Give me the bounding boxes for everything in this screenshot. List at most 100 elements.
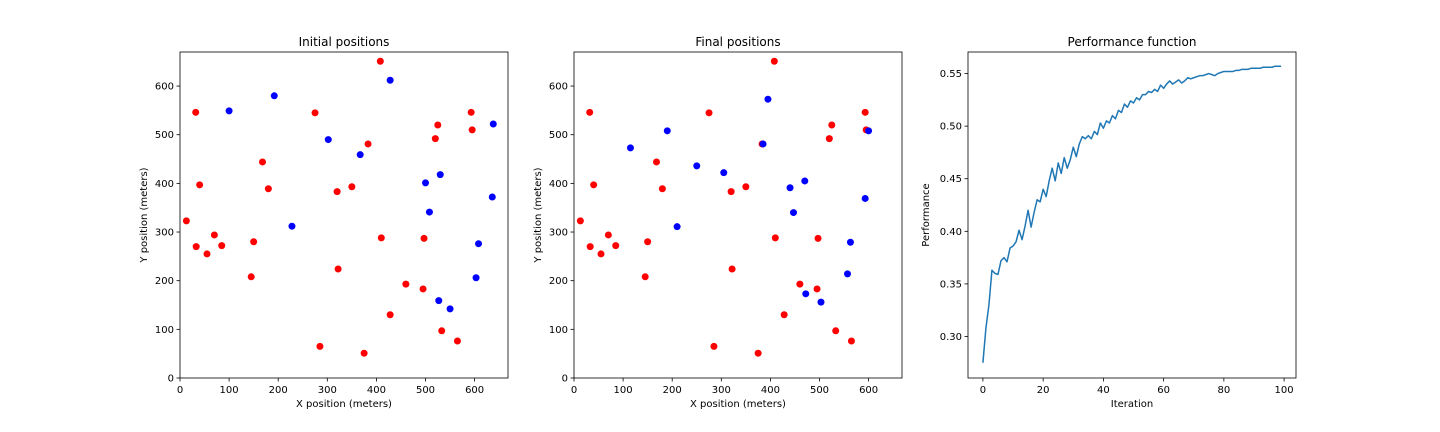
performance-xtick-label: 40 xyxy=(1097,385,1110,396)
initial-point-red-28 xyxy=(467,108,475,116)
final-xtick-label: 0 xyxy=(571,385,577,396)
final-point-blue-9 xyxy=(801,177,809,185)
final-xtick-label: 200 xyxy=(663,385,682,396)
final-point-red-18 xyxy=(770,57,778,65)
initial-point-red-20 xyxy=(386,311,394,319)
performance-xtick-label: 100 xyxy=(1275,385,1294,396)
final-point-red-26 xyxy=(832,327,840,335)
initial-x-axis-label: X position (meters) xyxy=(296,399,392,410)
final-point-red-15 xyxy=(742,183,750,191)
initial-point-red-8 xyxy=(250,238,258,246)
final-point-red-25 xyxy=(828,121,836,129)
initial-point-blue-0 xyxy=(225,107,233,115)
final-point-red-10 xyxy=(658,185,666,193)
initial-ytick-label: 200 xyxy=(155,276,174,287)
initial-point-blue-4 xyxy=(356,151,364,159)
final-point-blue-2 xyxy=(673,223,681,231)
initial-xtick-label: 500 xyxy=(416,385,435,396)
initial-point-red-29 xyxy=(468,126,476,134)
initial-ytick-label: 600 xyxy=(155,82,174,93)
initial-point-red-11 xyxy=(311,109,319,117)
initial-xtick-label: 0 xyxy=(177,385,183,396)
initial-point-red-14 xyxy=(334,265,342,273)
initial-point-blue-1 xyxy=(270,92,278,100)
initial-point-red-26 xyxy=(438,327,446,335)
initial-ytick-label: 0 xyxy=(168,374,174,385)
final-ytick-label: 200 xyxy=(549,276,568,287)
final-point-blue-7 xyxy=(786,184,794,192)
final-point-red-20 xyxy=(780,311,788,319)
final-point-red-0 xyxy=(576,217,584,225)
performance-axes-frame xyxy=(967,51,1297,379)
initial-y-axis-label: Y position (meters) xyxy=(139,167,150,263)
final-ytick-label: 300 xyxy=(549,228,568,239)
initial-point-blue-8 xyxy=(435,297,443,305)
initial-ytick-label: 400 xyxy=(155,179,174,190)
final-point-red-9 xyxy=(652,158,660,166)
final-point-blue-4 xyxy=(720,169,728,177)
initial-xtick-label: 400 xyxy=(367,385,386,396)
initial-point-red-3 xyxy=(196,181,204,189)
final-xtick-label: 300 xyxy=(712,385,731,396)
initial-xtick-label: 200 xyxy=(269,385,288,396)
final-point-red-13 xyxy=(727,188,735,196)
initial-point-red-23 xyxy=(420,234,428,242)
performance-ytick-label: 0.45 xyxy=(940,174,962,185)
performance-ytick-label: 0.50 xyxy=(940,122,962,133)
final-axes-frame xyxy=(573,51,903,379)
final-point-red-7 xyxy=(641,273,649,281)
initial-point-red-9 xyxy=(258,158,266,166)
initial-point-blue-13 xyxy=(488,193,496,201)
final-point-blue-12 xyxy=(844,270,851,278)
initial-point-red-5 xyxy=(210,231,218,239)
final-x-axis-label: X position (meters) xyxy=(690,399,786,410)
initial-positions-chart: 0 100 200 300 400 500 600 0 100 200 300 400 500 600 In… xyxy=(139,35,509,410)
final-xtick-label: 100 xyxy=(614,385,633,396)
initial-point-blue-3 xyxy=(324,136,332,144)
final-point-red-2 xyxy=(586,243,594,251)
initial-point-red-17 xyxy=(364,140,372,148)
final-point-red-16 xyxy=(754,349,762,357)
final-ytick-label: 400 xyxy=(549,179,568,190)
final-point-red-11 xyxy=(705,109,713,117)
initial-point-red-19 xyxy=(377,234,385,242)
final-y-axis-label: Y position (meters) xyxy=(533,167,544,263)
final-point-blue-3 xyxy=(693,162,701,170)
final-point-red-23 xyxy=(814,234,822,242)
initial-point-blue-7 xyxy=(425,208,433,216)
initial-point-blue-10 xyxy=(446,305,454,313)
initial-ytick-label: 500 xyxy=(155,130,174,141)
initial-ytick-label: 100 xyxy=(155,325,174,336)
final-point-blue-15 xyxy=(865,127,873,135)
performance-y-axis-label: Performance xyxy=(921,183,932,246)
initial-point-red-1 xyxy=(192,108,200,116)
initial-point-red-2 xyxy=(192,243,200,251)
final-point-red-19 xyxy=(771,234,779,242)
final-point-red-21 xyxy=(796,280,804,288)
initial-axes-frame xyxy=(179,51,509,379)
final-ytick-label: 600 xyxy=(549,82,568,93)
final-point-blue-13 xyxy=(846,238,854,246)
performance-x-axis-label: Iteration xyxy=(1111,399,1153,410)
final-point-red-6 xyxy=(612,242,620,250)
initial-point-red-0 xyxy=(182,217,190,225)
initial-chart-title: Initial positions xyxy=(299,35,390,49)
initial-point-red-22 xyxy=(419,285,427,293)
final-point-blue-5 xyxy=(759,140,767,148)
final-xtick-label: 500 xyxy=(810,385,829,396)
initial-point-red-10 xyxy=(264,185,272,193)
final-point-red-5 xyxy=(604,231,612,239)
performance-xtick-label: 80 xyxy=(1217,385,1230,396)
final-point-blue-8 xyxy=(789,209,797,217)
initial-point-red-13 xyxy=(333,188,341,196)
initial-xtick-label: 300 xyxy=(318,385,337,396)
final-point-red-12 xyxy=(710,342,718,350)
final-point-red-3 xyxy=(590,181,598,189)
performance-series-line xyxy=(982,65,1282,363)
final-ytick-label: 0 xyxy=(562,374,568,385)
initial-point-red-24 xyxy=(431,135,439,143)
final-ytick-label: 100 xyxy=(549,325,568,336)
final-point-red-8 xyxy=(644,238,652,246)
